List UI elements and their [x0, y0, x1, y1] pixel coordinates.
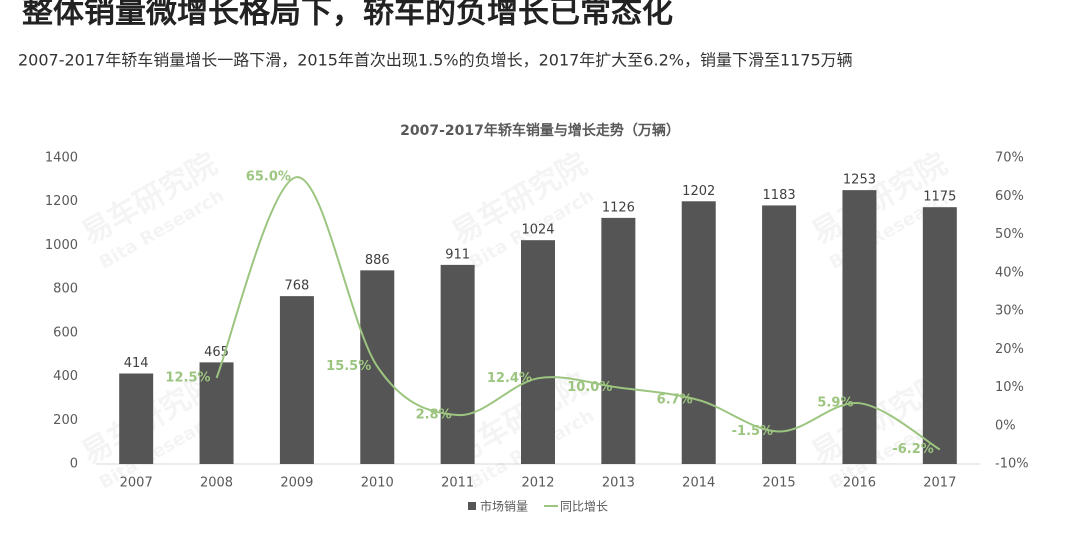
- bar-value-label: 911: [445, 247, 470, 262]
- page-title: 整体销量微增长格局下，轿车的负增长已常态化: [22, 0, 673, 31]
- y-tick-label: 800: [53, 282, 78, 297]
- bar-value-label: 1253: [843, 173, 876, 188]
- bar-value-label: 1175: [923, 190, 956, 205]
- growth-line: [215, 176, 941, 451]
- bar-value-label: 1183: [763, 188, 796, 203]
- bar: [199, 362, 234, 464]
- line-value-label: 2.8%: [416, 408, 452, 423]
- y2-tick-label: 70%: [995, 151, 1024, 166]
- bar: [762, 205, 797, 464]
- x-tick-label: 2017: [923, 476, 956, 491]
- line-value-label: -1.5%: [732, 424, 773, 439]
- y2-tick-label: 10%: [995, 380, 1024, 395]
- bar: [601, 217, 636, 464]
- chart-title: 2007-2017年轿车销量与增长走势（万辆）: [400, 122, 680, 139]
- x-tick-label: 2007: [120, 476, 153, 491]
- bar-value-label: 1024: [521, 223, 554, 238]
- bar-value-label: 465: [204, 345, 229, 360]
- line-value-label: -6.2%: [892, 442, 933, 457]
- y2-tick-label: 30%: [995, 304, 1024, 319]
- y-tick-label: 200: [53, 413, 78, 428]
- y2-tick-label: 50%: [995, 227, 1024, 242]
- x-tick-label: 2016: [843, 476, 876, 491]
- x-tick-label: 2015: [763, 476, 796, 491]
- legend-label: 市场销量: [480, 499, 528, 514]
- line-value-label: 65.0%: [246, 170, 291, 185]
- bar: [521, 240, 555, 464]
- y-tick-label: 400: [53, 369, 78, 384]
- y2-tick-label: 0%: [995, 418, 1016, 433]
- bar: [922, 207, 957, 464]
- x-tick-label: 2012: [521, 476, 554, 491]
- bar: [681, 201, 716, 464]
- y-tick-label: 0: [70, 457, 78, 472]
- bar-value-label: 886: [365, 253, 390, 268]
- y-tick-label: 1200: [45, 194, 78, 209]
- bar: [119, 373, 154, 464]
- legend-swatch: [468, 502, 476, 510]
- bar: [440, 264, 475, 464]
- y2-tick-label: 60%: [995, 189, 1024, 204]
- line-value-label: 12.4%: [487, 371, 532, 386]
- x-tick-label: 2008: [200, 476, 233, 491]
- bar: [279, 296, 314, 464]
- x-tick-label: 2013: [602, 476, 635, 491]
- bar: [842, 190, 877, 464]
- x-tick-label: 2014: [682, 476, 715, 491]
- line-value-label: 6.7%: [657, 393, 693, 408]
- bar-value-label: 1202: [682, 184, 715, 199]
- bar-value-label: 414: [124, 356, 149, 371]
- line-value-label: 12.5%: [165, 370, 210, 385]
- x-tick-label: 2010: [361, 476, 394, 491]
- y2-tick-label: 40%: [995, 265, 1024, 280]
- line-value-label: 15.5%: [326, 359, 371, 374]
- y2-tick-label: 20%: [995, 342, 1024, 357]
- bar-value-label: 768: [284, 279, 309, 294]
- x-tick-label: 2009: [280, 476, 313, 491]
- line-value-label: 10.0%: [567, 380, 612, 395]
- x-tick-label: 2011: [441, 476, 474, 491]
- legend-label: 同比增长: [560, 500, 608, 514]
- y-tick-label: 600: [53, 325, 78, 340]
- y-tick-label: 1000: [45, 238, 78, 253]
- y-tick-label: 1400: [45, 151, 78, 166]
- line-value-label: 5.9%: [817, 396, 853, 411]
- y2-tick-label: -10%: [995, 457, 1029, 472]
- page-subtitle: 2007-2017年轿车销量增长一路下滑，2015年首次出现1.5%的负增长，2…: [18, 51, 853, 70]
- bar-value-label: 1126: [602, 200, 635, 215]
